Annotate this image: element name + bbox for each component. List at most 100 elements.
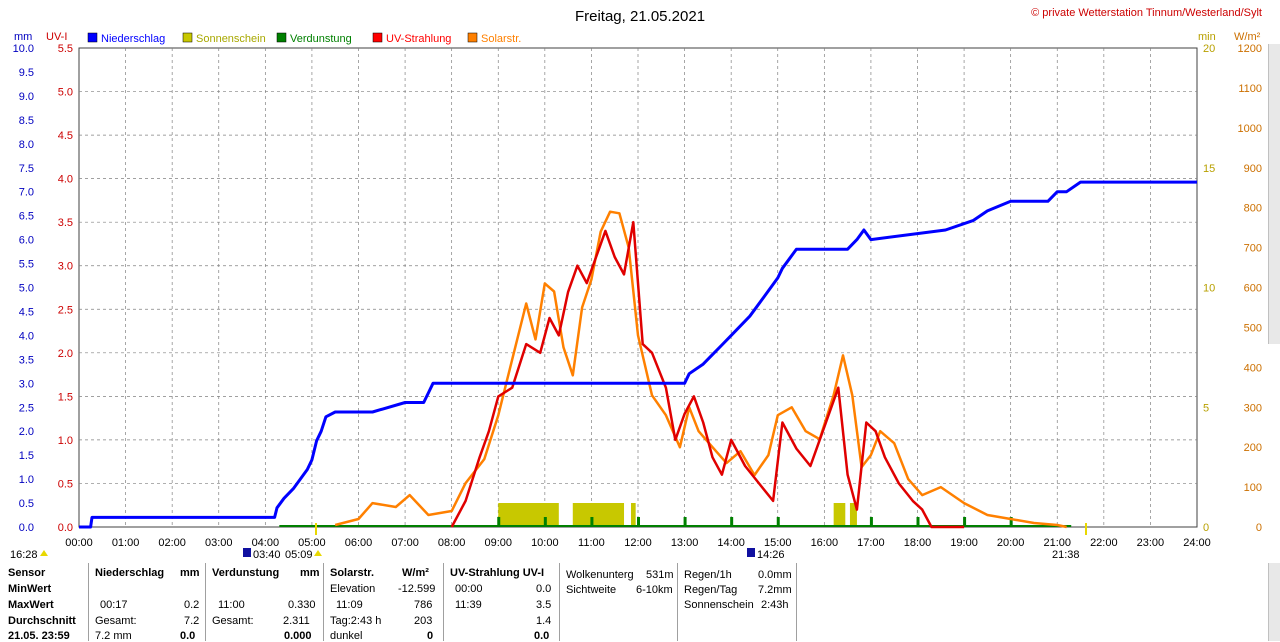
noon-icon xyxy=(747,548,755,557)
y-tick-uv: 0.5 xyxy=(58,478,73,490)
evaporation-spike xyxy=(1009,517,1013,526)
x-tick: 19:00 xyxy=(950,537,978,549)
cloud-base-value: 531m xyxy=(646,569,674,581)
axis-unit-mm: mm xyxy=(14,31,32,43)
stats-row-label: Durchschnitt xyxy=(8,615,76,627)
series-solarstr- xyxy=(334,210,1067,529)
legend-swatch xyxy=(87,32,98,43)
axis-unit-min: min xyxy=(1198,31,1216,43)
y-tick-wm2: 300 xyxy=(1244,402,1262,414)
y-tick-uv: 1.5 xyxy=(58,391,73,403)
stats-row-label: MaxWert xyxy=(8,599,54,611)
table-divider xyxy=(205,563,206,641)
y-tick-mm: 0.0 xyxy=(19,522,34,534)
current-time-marker xyxy=(40,550,48,556)
y-tick-uv: 4.5 xyxy=(58,130,73,142)
chart-title: Freitag, 21.05.2021 xyxy=(575,8,705,25)
x-tick: 18:00 xyxy=(904,537,932,549)
sunset-label: 21:38 xyxy=(1052,549,1080,561)
y-tick-min: 20 xyxy=(1203,43,1215,55)
stats-cell: 00:00 xyxy=(455,583,483,595)
axis-unit-uv: UV-I xyxy=(46,31,67,43)
evaporation-spike xyxy=(776,517,780,526)
axis-unit-wm2: W/m² xyxy=(1234,31,1261,43)
stats-row-label: MinWert xyxy=(8,583,52,595)
right-scrollbar[interactable] xyxy=(1268,44,1280,344)
y-tick-min: 15 xyxy=(1203,163,1215,175)
x-tick: 10:00 xyxy=(531,537,559,549)
legend-label: Solarstr. xyxy=(481,33,521,45)
legend-label: Sonnenschein xyxy=(196,33,266,45)
stats-cell: 203 xyxy=(414,615,433,627)
stats-evap-header: Verdunstung xyxy=(212,567,280,579)
x-tick: 04:00 xyxy=(252,537,280,549)
evaporation-spike xyxy=(916,517,920,526)
visibility-label: Sichtweite xyxy=(566,584,617,596)
y-tick-mm: 8.0 xyxy=(19,139,34,151)
x-tick: 24:00 xyxy=(1183,537,1211,549)
stats-cell: 00:17 xyxy=(100,599,128,611)
stats-cell: Gesamt: xyxy=(212,615,254,627)
y-tick-uv: 4.0 xyxy=(58,174,73,186)
stats-cell: 7.2 mm xyxy=(95,630,132,642)
y-tick-mm: 7.0 xyxy=(19,187,34,199)
x-tick: 05:00 xyxy=(298,537,326,549)
legend-swatch xyxy=(467,32,478,43)
evaporation-spike xyxy=(869,517,873,526)
stats-cell: 3.5 xyxy=(536,599,552,611)
stats-solar-unit: W/m² xyxy=(402,567,429,579)
stats-row-label: 21.05. 23:59 xyxy=(8,630,70,642)
x-tick: 08:00 xyxy=(438,537,466,549)
sunshine-bar xyxy=(849,503,857,527)
y-tick-mm: 4.5 xyxy=(19,306,34,318)
x-tick: 22:00 xyxy=(1090,537,1118,549)
table-divider xyxy=(559,563,560,641)
y-tick-mm: 9.5 xyxy=(19,67,34,79)
y-tick-wm2: 100 xyxy=(1244,482,1262,494)
evaporation-spike xyxy=(683,517,687,526)
sunrise-marker xyxy=(314,550,322,556)
x-tick: 17:00 xyxy=(857,537,885,549)
y-tick-wm2: 400 xyxy=(1244,362,1262,374)
table-scrollbar[interactable] xyxy=(1268,563,1280,641)
stats-cell: 11:00 xyxy=(218,599,245,611)
y-tick-min: 0 xyxy=(1203,522,1209,534)
legend-label: Niederschlag xyxy=(101,33,165,45)
stats-cell: 11:39 xyxy=(455,599,482,611)
x-tick: 23:00 xyxy=(1137,537,1165,549)
x-tick: 07:00 xyxy=(391,537,419,549)
stats-cell: Gesamt: xyxy=(95,615,137,627)
stats-cell: dunkel xyxy=(330,630,363,642)
x-tick: 20:00 xyxy=(997,537,1025,549)
y-tick-uv: 5.5 xyxy=(58,43,73,55)
table-divider xyxy=(88,563,89,641)
stats-cell: 0.0 xyxy=(180,630,196,642)
y-tick-uv: 5.0 xyxy=(58,87,73,99)
legend-swatch xyxy=(182,32,193,43)
stats-cell: 0.330 xyxy=(288,599,316,611)
noon-label: 14:26 xyxy=(757,549,785,561)
evaporation-spike xyxy=(637,517,640,526)
y-tick-wm2: 800 xyxy=(1244,203,1262,215)
legend-label: UV-Strahlung xyxy=(386,33,451,45)
evaporation-spike xyxy=(497,517,501,526)
y-tick-mm: 3.5 xyxy=(19,354,34,366)
stats-sensor-header: Sensor xyxy=(8,567,46,579)
stats-cell: 0.0 xyxy=(534,630,550,642)
cloud-base-label: Wolkenunterg xyxy=(566,569,634,581)
x-tick: 03:00 xyxy=(205,537,233,549)
x-tick: 16:00 xyxy=(811,537,839,549)
y-tick-mm: 0.5 xyxy=(19,498,34,510)
stats-cell: 11:09 xyxy=(336,599,363,611)
series-uv-strahlung xyxy=(450,220,965,529)
weather-chart: Freitag, 21.05.2021 © private Wetterstati… xyxy=(10,7,1280,561)
stats-cell: 7.2 xyxy=(184,615,200,627)
x-tick: 02:00 xyxy=(158,537,186,549)
y-tick-wm2: 500 xyxy=(1244,322,1262,334)
stats-cell: 0.000 xyxy=(284,630,312,642)
y-tick-mm: 3.0 xyxy=(19,378,34,390)
y-tick-uv: 0.0 xyxy=(58,522,73,534)
y-tick-mm: 1.5 xyxy=(19,450,34,462)
table-divider xyxy=(443,563,444,641)
sunshine-label: Sonnenschein xyxy=(684,599,754,611)
